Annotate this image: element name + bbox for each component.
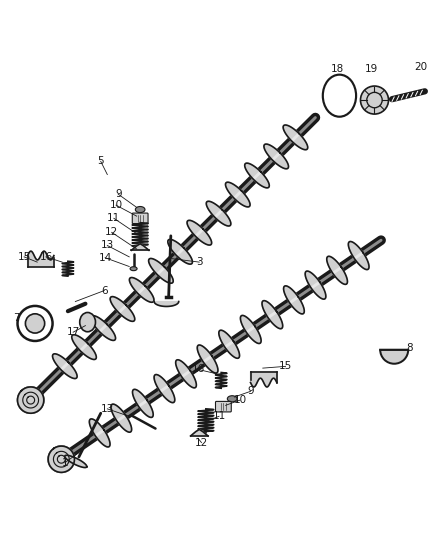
Text: 6: 6 — [101, 286, 108, 296]
Text: 5: 5 — [97, 156, 104, 166]
Polygon shape — [305, 271, 326, 299]
Ellipse shape — [323, 75, 356, 117]
Polygon shape — [131, 244, 149, 251]
Text: 19: 19 — [365, 63, 378, 74]
Polygon shape — [191, 430, 208, 436]
Text: 18: 18 — [331, 63, 344, 74]
Text: 1: 1 — [61, 458, 68, 468]
Text: 16: 16 — [191, 365, 205, 374]
Polygon shape — [72, 335, 96, 359]
Text: 11: 11 — [107, 213, 120, 223]
Ellipse shape — [130, 266, 137, 271]
Polygon shape — [154, 302, 179, 306]
Polygon shape — [240, 316, 261, 343]
Circle shape — [25, 314, 45, 333]
Polygon shape — [197, 345, 218, 373]
Polygon shape — [262, 301, 283, 329]
Polygon shape — [89, 419, 110, 447]
Text: 15: 15 — [279, 361, 292, 372]
Polygon shape — [245, 163, 269, 188]
Polygon shape — [111, 404, 132, 432]
Polygon shape — [327, 256, 347, 285]
Text: 10: 10 — [110, 200, 123, 210]
Text: 14: 14 — [99, 253, 112, 263]
Ellipse shape — [80, 312, 95, 332]
Polygon shape — [348, 241, 369, 270]
Polygon shape — [219, 330, 240, 358]
Wedge shape — [380, 350, 408, 364]
FancyBboxPatch shape — [215, 401, 231, 412]
Polygon shape — [18, 387, 44, 413]
Polygon shape — [148, 259, 173, 283]
Text: 11: 11 — [212, 411, 226, 421]
Circle shape — [18, 306, 53, 341]
Polygon shape — [110, 296, 135, 321]
Text: 13: 13 — [101, 404, 114, 414]
Circle shape — [367, 92, 382, 108]
Text: 17: 17 — [67, 327, 80, 337]
Polygon shape — [176, 360, 196, 388]
Polygon shape — [206, 201, 231, 226]
Polygon shape — [283, 125, 308, 150]
Text: 3: 3 — [196, 257, 203, 267]
Circle shape — [360, 86, 389, 114]
Polygon shape — [168, 239, 192, 264]
Polygon shape — [91, 316, 116, 341]
Ellipse shape — [135, 206, 145, 213]
Text: 10: 10 — [233, 395, 247, 405]
Polygon shape — [133, 390, 153, 417]
Polygon shape — [28, 251, 54, 266]
Ellipse shape — [227, 395, 237, 402]
Text: 9: 9 — [115, 189, 122, 199]
Text: 13: 13 — [101, 240, 114, 251]
Text: 9: 9 — [247, 386, 254, 397]
Polygon shape — [48, 446, 74, 472]
Text: 12: 12 — [195, 438, 208, 448]
Polygon shape — [65, 455, 87, 467]
Polygon shape — [129, 278, 154, 302]
Text: 7: 7 — [13, 313, 20, 323]
Text: 20: 20 — [414, 62, 427, 72]
Polygon shape — [264, 144, 289, 169]
FancyBboxPatch shape — [132, 213, 148, 223]
Text: 8: 8 — [406, 343, 413, 352]
Polygon shape — [226, 182, 250, 207]
Text: 12: 12 — [105, 228, 118, 237]
Polygon shape — [187, 220, 212, 245]
Polygon shape — [154, 375, 175, 402]
Text: 16: 16 — [39, 252, 53, 262]
Polygon shape — [251, 372, 277, 387]
Polygon shape — [283, 286, 304, 314]
Text: 15: 15 — [18, 252, 31, 262]
Polygon shape — [53, 354, 77, 378]
